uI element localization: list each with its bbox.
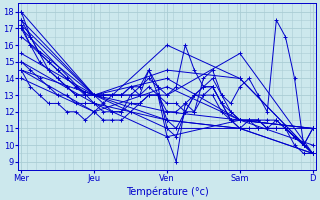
- X-axis label: Température (°c): Température (°c): [126, 186, 208, 197]
